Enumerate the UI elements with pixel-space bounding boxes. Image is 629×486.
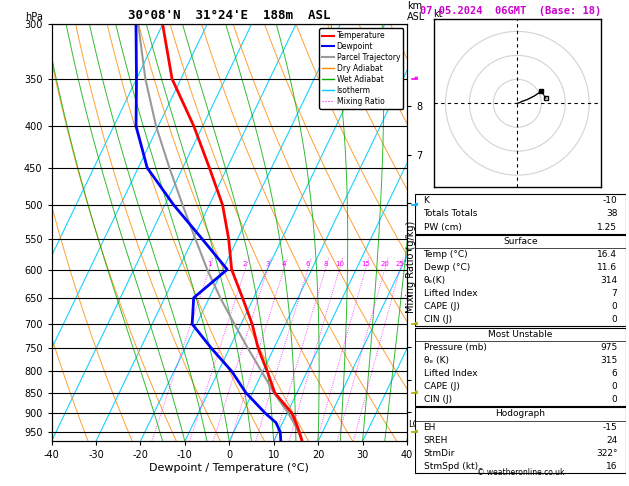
Bar <box>415 407 626 473</box>
Text: hPa: hPa <box>25 12 43 22</box>
Text: K: K <box>423 196 430 205</box>
Text: -15: -15 <box>603 423 618 432</box>
Text: 315: 315 <box>600 356 618 365</box>
Text: Lifted Index: Lifted Index <box>423 289 477 298</box>
Text: © weatheronline.co.uk: © weatheronline.co.uk <box>477 469 564 477</box>
Text: Mixing Ratio (g/kg): Mixing Ratio (g/kg) <box>406 221 416 313</box>
Text: 3: 3 <box>265 261 270 267</box>
Text: 6: 6 <box>611 369 618 378</box>
Text: CIN (J): CIN (J) <box>423 315 452 325</box>
Text: 6: 6 <box>306 261 310 267</box>
Text: -10: -10 <box>603 196 618 205</box>
Text: 0: 0 <box>611 395 618 404</box>
Text: 4: 4 <box>282 261 286 267</box>
Text: θₑ(K): θₑ(K) <box>423 276 446 285</box>
Bar <box>415 328 626 406</box>
Text: Most Unstable: Most Unstable <box>488 330 553 339</box>
Text: 0: 0 <box>611 302 618 312</box>
Text: 0: 0 <box>611 382 618 391</box>
Text: 322°: 322° <box>596 449 618 458</box>
Text: SREH: SREH <box>423 436 448 445</box>
Text: Temp (°C): Temp (°C) <box>423 250 468 259</box>
Text: Surface: Surface <box>503 237 538 246</box>
Bar <box>415 235 626 327</box>
Text: Lifted Index: Lifted Index <box>423 369 477 378</box>
Text: StmSpd (kt): StmSpd (kt) <box>423 462 477 471</box>
Text: 10: 10 <box>335 261 344 267</box>
Text: 38: 38 <box>606 209 618 218</box>
Text: 15: 15 <box>361 261 370 267</box>
Text: 25: 25 <box>396 261 404 267</box>
Text: kt: kt <box>433 9 443 19</box>
Text: 8: 8 <box>323 261 328 267</box>
Text: 11.6: 11.6 <box>598 263 618 272</box>
Text: CIN (J): CIN (J) <box>423 395 452 404</box>
Text: 1: 1 <box>207 261 211 267</box>
Text: Totals Totals: Totals Totals <box>423 209 478 218</box>
Text: 16.4: 16.4 <box>598 250 618 259</box>
Text: 07.05.2024  06GMT  (Base: 18): 07.05.2024 06GMT (Base: 18) <box>420 6 601 16</box>
Text: EH: EH <box>423 423 436 432</box>
Bar <box>415 194 626 234</box>
Text: CAPE (J): CAPE (J) <box>423 382 459 391</box>
Text: km
ASL: km ASL <box>407 0 425 22</box>
Text: 20: 20 <box>380 261 389 267</box>
Text: 30°08'N  31°24'E  188m  ASL: 30°08'N 31°24'E 188m ASL <box>128 9 330 22</box>
Text: LCL: LCL <box>408 420 423 429</box>
Text: 1.25: 1.25 <box>598 223 618 231</box>
Text: 2: 2 <box>243 261 247 267</box>
Text: 0: 0 <box>611 315 618 325</box>
Text: 314: 314 <box>600 276 618 285</box>
Text: 16: 16 <box>606 462 618 471</box>
Text: Hodograph: Hodograph <box>496 410 545 418</box>
Text: 975: 975 <box>600 343 618 352</box>
Text: CAPE (J): CAPE (J) <box>423 302 459 312</box>
X-axis label: Dewpoint / Temperature (°C): Dewpoint / Temperature (°C) <box>149 463 309 473</box>
Text: PW (cm): PW (cm) <box>423 223 462 231</box>
Text: 24: 24 <box>606 436 618 445</box>
Text: Pressure (mb): Pressure (mb) <box>423 343 486 352</box>
Text: θₑ (K): θₑ (K) <box>423 356 448 365</box>
Text: 7: 7 <box>611 289 618 298</box>
Text: Dewp (°C): Dewp (°C) <box>423 263 470 272</box>
Text: StmDir: StmDir <box>423 449 455 458</box>
Legend: Temperature, Dewpoint, Parcel Trajectory, Dry Adiabat, Wet Adiabat, Isotherm, Mi: Temperature, Dewpoint, Parcel Trajectory… <box>319 28 403 109</box>
